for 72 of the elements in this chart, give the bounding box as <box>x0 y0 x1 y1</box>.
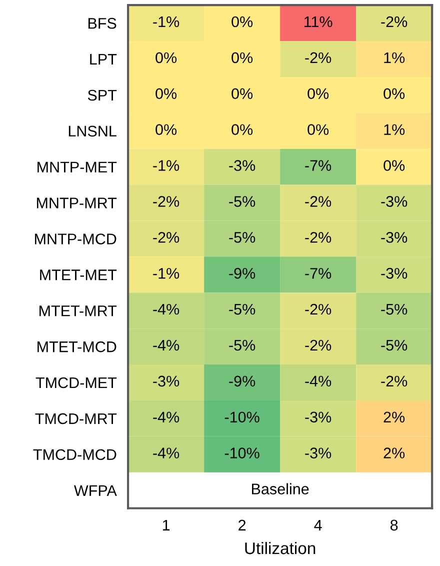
data-label: -9% <box>229 376 256 387</box>
data-label: -3% <box>305 412 332 423</box>
y-tick-label: SPT <box>88 90 117 101</box>
data-label: -3% <box>153 376 180 387</box>
data-label: -10% <box>224 412 260 423</box>
data-label: 11% <box>304 16 332 28</box>
data-label: 0% <box>232 124 253 135</box>
x-tick-label: 2 <box>238 520 246 530</box>
data-label: -4% <box>305 376 332 387</box>
y-tick-label: BFS <box>88 18 116 29</box>
data-label: 1% <box>384 124 405 135</box>
data-label: -1% <box>153 16 180 28</box>
data-label: 0% <box>156 88 177 100</box>
data-label: -2% <box>153 196 180 207</box>
data-label: 0% <box>156 52 177 64</box>
x-tick-label: 4 <box>314 520 322 530</box>
data-label: -5% <box>381 340 408 351</box>
data-label: 2% <box>384 412 405 422</box>
data-label: -2% <box>305 52 332 64</box>
data-label: -2% <box>381 376 408 387</box>
data-label: -5% <box>229 232 256 243</box>
y-tick-label: MNTP-MET <box>38 162 117 172</box>
data-label: -2% <box>381 16 408 28</box>
y-tick-label: MTET-MCD <box>38 341 116 352</box>
data-label: 0% <box>308 88 329 100</box>
data-label: -4% <box>153 412 180 422</box>
data-label: -3% <box>381 232 408 243</box>
data-label: -4% <box>153 304 180 315</box>
data-label: -2% <box>305 196 332 207</box>
x-tick-label: 1 <box>162 520 170 530</box>
data-label: -1% <box>153 160 180 171</box>
data-label: 0% <box>384 88 405 100</box>
y-tick-label: TMCD-MCD <box>33 449 116 460</box>
data-label: -1% <box>153 268 180 279</box>
y-tick-label: WFPA <box>74 485 117 496</box>
data-label: -3% <box>381 268 408 279</box>
data-label: -5% <box>229 304 256 315</box>
data-label: -4% <box>153 340 180 351</box>
x-axis-title: Utilization <box>245 542 316 554</box>
data-label: 0% <box>308 124 329 135</box>
data-label: 0% <box>232 52 253 64</box>
data-label: -3% <box>229 160 256 171</box>
y-tick-label: LPT <box>90 54 117 65</box>
y-tick-label: MNTP-MCD <box>35 234 116 244</box>
data-label: -2% <box>305 232 332 243</box>
data-label: 0% <box>384 160 405 171</box>
data-label: -7% <box>305 160 332 171</box>
data-label: -10% <box>224 448 260 458</box>
data-label: -5% <box>229 196 256 207</box>
x-tick-label: 8 <box>390 520 398 531</box>
data-label: 2% <box>384 448 405 458</box>
data-label: 0% <box>232 16 253 28</box>
data-label: -5% <box>381 304 408 315</box>
data-label: 0% <box>232 88 253 100</box>
data-label: -7% <box>305 268 332 279</box>
data-label: -5% <box>229 340 256 351</box>
y-tick-label: TMCD-MRT <box>35 413 117 424</box>
y-tick-label: MTET-MET <box>40 270 117 280</box>
data-label: -3% <box>381 196 408 207</box>
data-label: -4% <box>153 448 180 458</box>
y-tick-label: LNSNL <box>68 126 116 137</box>
data-label: -2% <box>153 232 180 243</box>
data-label: 1% <box>384 52 405 64</box>
y-tick-label: MTET-MRT <box>40 306 117 316</box>
y-tick-label: MNTP-MRT <box>36 198 117 208</box>
data-label: 0% <box>156 124 177 135</box>
annotation: Baseline <box>252 483 309 494</box>
data-label: -2% <box>305 340 332 351</box>
data-label: -2% <box>305 304 332 315</box>
data-label: -3% <box>305 448 332 458</box>
y-tick-label: TMCD-MET <box>36 377 117 388</box>
data-label: -9% <box>229 268 256 279</box>
